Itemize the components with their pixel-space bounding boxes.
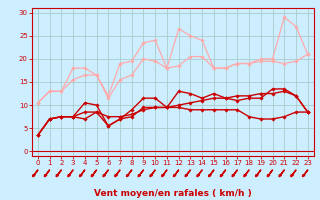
Text: Vent moyen/en rafales ( km/h ): Vent moyen/en rafales ( km/h ): [94, 189, 252, 198]
